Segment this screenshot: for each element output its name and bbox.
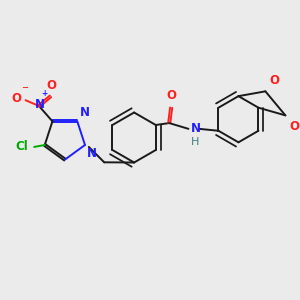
Text: Cl: Cl bbox=[16, 140, 28, 153]
Text: O: O bbox=[46, 79, 56, 92]
Text: −: − bbox=[21, 83, 28, 92]
Text: N: N bbox=[190, 122, 200, 135]
Text: O: O bbox=[269, 74, 279, 86]
Text: O: O bbox=[12, 92, 22, 105]
Text: N: N bbox=[35, 98, 45, 110]
Text: O: O bbox=[166, 89, 176, 102]
Text: N: N bbox=[80, 106, 90, 119]
Text: N: N bbox=[87, 147, 97, 160]
Text: O: O bbox=[289, 120, 299, 133]
Text: H: H bbox=[190, 137, 199, 148]
Text: +: + bbox=[42, 89, 48, 98]
